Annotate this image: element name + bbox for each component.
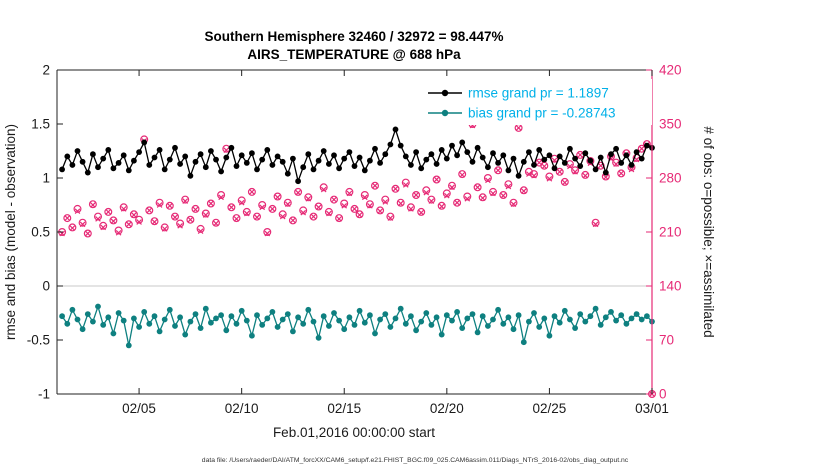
legend-bias-label: bias grand pr = -0.28743 — [468, 106, 615, 121]
y-left-tick-label: 0.5 — [31, 225, 50, 240]
legend-background — [420, 79, 652, 125]
y-axis-label-right: # of obs: o=possible; ×=assimilated — [701, 126, 716, 337]
y-right-tick-label: 350 — [659, 117, 682, 132]
y-right-tick-label: 280 — [659, 171, 682, 186]
y-right-tick-label: 70 — [659, 333, 674, 348]
x-axis-label: Feb.01,2016 00:00:00 start — [273, 425, 435, 440]
legend-rmse-label: rmse grand pr = 1.1897 — [468, 86, 609, 101]
chart-title: Southern Hemisphere 32460 / 32972 = 98.4… — [204, 29, 503, 44]
bias-series — [59, 303, 655, 349]
rmse-series — [59, 126, 655, 185]
y-left-tick-label: 1 — [42, 171, 50, 186]
y-right-tick-label: 420 — [659, 63, 682, 78]
legend: rmse grand pr = 1.1897 bias grand pr = -… — [420, 79, 652, 125]
legend-rmse-marker-icon — [441, 89, 449, 97]
plot-area: 2 1.5 1 0.5 0 -0.5 -1 420 350 280 210 140 70 0 02/05 02… — [27, 63, 682, 417]
obs-count-series — [58, 119, 656, 399]
chart-subtitle: AIRS_TEMPERATURE @ 688 hPa — [247, 47, 461, 62]
x-tick-label: 02/10 — [225, 401, 259, 416]
x-tick-label: 02/25 — [533, 401, 567, 416]
x-tick-label: 02/15 — [327, 401, 361, 416]
y-axis-label-left: rmse and bias (model - observation) — [3, 124, 18, 340]
y-left-tick-label: -0.5 — [27, 333, 50, 348]
y-left-tick-label: 0 — [42, 279, 50, 294]
y-left-tick-label: 2 — [42, 63, 50, 78]
y-right-tick-label: 140 — [659, 279, 682, 294]
x-tick-label: 03/01 — [635, 401, 669, 416]
y-left-tick-label: 1.5 — [31, 117, 50, 132]
y-left-tick-label: -1 — [38, 387, 50, 402]
legend-bias-marker-icon — [441, 109, 449, 117]
y-right-tick-label: 0 — [659, 387, 667, 402]
y-right-tick-label: 210 — [659, 225, 682, 240]
datafile-caption: data file: /Users/raeder/DAI/ATM_forcXX/… — [202, 457, 629, 464]
x-tick-label: 02/05 — [122, 401, 156, 416]
x-tick-label: 02/20 — [430, 401, 464, 416]
